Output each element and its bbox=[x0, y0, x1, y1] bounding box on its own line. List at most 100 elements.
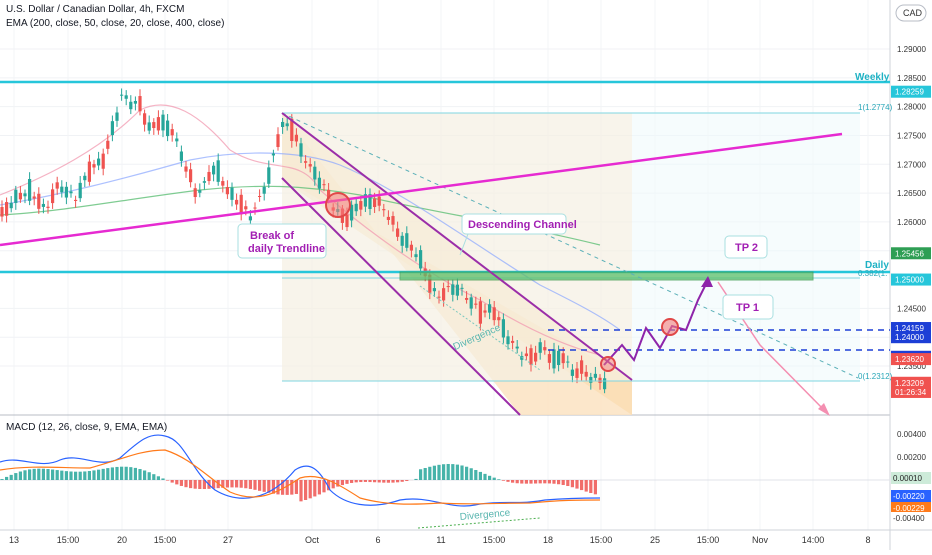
candle-body bbox=[171, 129, 174, 135]
candle-body bbox=[79, 183, 82, 198]
candle-body bbox=[203, 181, 206, 183]
candle-body bbox=[474, 304, 477, 305]
macd-bar bbox=[511, 480, 514, 483]
macd-bar bbox=[318, 480, 321, 494]
macd-bar bbox=[19, 472, 22, 480]
resistance-zone bbox=[400, 272, 813, 280]
candle-body bbox=[258, 196, 261, 197]
macd-bar bbox=[125, 467, 128, 480]
macd-bar bbox=[97, 470, 100, 480]
macd-bar bbox=[161, 478, 164, 480]
macd-value-badge-label: -0.00220 bbox=[893, 492, 925, 501]
ema-legend: EMA (200, close, 50, close, 20, close, 4… bbox=[6, 18, 224, 29]
macd-bar bbox=[313, 480, 316, 496]
time-tick-label: 15:00 bbox=[483, 535, 506, 545]
candle-body bbox=[557, 351, 560, 365]
macd-bar bbox=[240, 480, 243, 488]
candle-body bbox=[566, 362, 569, 363]
tp1-label: TP 1 bbox=[736, 302, 759, 314]
macd-bar bbox=[230, 480, 233, 487]
time-tick-label: 15:00 bbox=[154, 535, 177, 545]
candle-body bbox=[56, 182, 59, 188]
macd-bar bbox=[516, 480, 519, 483]
candle-body bbox=[286, 123, 289, 126]
candle-body bbox=[226, 187, 229, 194]
candle-body bbox=[0, 207, 3, 217]
candle-body bbox=[69, 192, 72, 194]
macd-bar bbox=[548, 480, 551, 483]
candle-body bbox=[414, 254, 417, 257]
macd-bar bbox=[424, 468, 427, 480]
candle-body bbox=[313, 167, 316, 180]
candle-body bbox=[244, 206, 247, 209]
candle-body bbox=[221, 181, 224, 186]
macd-bar bbox=[382, 480, 385, 483]
candle-body bbox=[511, 341, 514, 343]
price-tick-label: 1.28500 bbox=[897, 74, 926, 83]
price-tick-label: 1.24500 bbox=[897, 304, 926, 313]
macd-bar bbox=[157, 476, 160, 480]
candle-body bbox=[465, 298, 468, 300]
weekly-label: Weekly bbox=[855, 72, 890, 83]
candle-body bbox=[479, 301, 482, 323]
macd-bar bbox=[428, 467, 431, 480]
candle-body bbox=[92, 164, 95, 167]
macd-bar bbox=[10, 475, 13, 480]
macd-bar bbox=[493, 478, 496, 480]
macd-bar bbox=[433, 466, 436, 480]
macd-bar bbox=[299, 480, 302, 501]
candle-body bbox=[106, 141, 109, 149]
price-badge-label: 1.25456 bbox=[895, 249, 924, 258]
price-badge-label: 1.28259 bbox=[895, 88, 924, 97]
macd-bar bbox=[249, 480, 252, 489]
macd-bar bbox=[272, 480, 275, 494]
candle-body bbox=[580, 360, 583, 373]
break-circle[interactable] bbox=[326, 193, 350, 217]
candle-body bbox=[152, 122, 155, 128]
candle-body bbox=[10, 203, 13, 208]
macd-bar bbox=[143, 470, 146, 480]
macd-bar bbox=[373, 480, 376, 482]
macd-bar bbox=[37, 469, 40, 480]
time-tick-label: 13 bbox=[9, 535, 19, 545]
candle-body bbox=[276, 134, 279, 147]
candle-body bbox=[161, 115, 164, 131]
time-tick-label: 11 bbox=[436, 535, 445, 545]
candle-body bbox=[295, 135, 298, 142]
macd-bar bbox=[14, 473, 17, 480]
macd-bar bbox=[589, 480, 592, 493]
channel-label: Descending Channel bbox=[468, 219, 577, 231]
candle-body bbox=[548, 354, 551, 363]
candle-body bbox=[433, 288, 436, 291]
candle-body bbox=[23, 193, 26, 196]
macd-bar bbox=[529, 480, 532, 484]
candle-body bbox=[5, 202, 8, 216]
candle-body bbox=[529, 348, 532, 364]
candle-body bbox=[60, 187, 63, 193]
candle-body bbox=[516, 347, 519, 349]
target-circle[interactable] bbox=[662, 319, 678, 335]
macd-bar bbox=[23, 470, 26, 480]
time-tick-label: 14:00 bbox=[802, 535, 825, 545]
candle-body bbox=[249, 216, 252, 220]
candle-body bbox=[42, 204, 45, 207]
macd-bar bbox=[345, 480, 348, 484]
candle-body bbox=[419, 250, 422, 268]
macd-bar bbox=[56, 470, 59, 480]
candle-body bbox=[355, 204, 358, 211]
macd-bar bbox=[566, 480, 569, 486]
fib-top-label: 1(1.2774) bbox=[858, 103, 893, 112]
macd-bar bbox=[79, 472, 82, 480]
macd-bar bbox=[115, 467, 118, 480]
break-text-1: Break of bbox=[250, 230, 294, 242]
macd-value-badge-label: -0.00400 bbox=[893, 514, 925, 523]
candle-body bbox=[120, 95, 123, 96]
candle-body bbox=[552, 349, 555, 368]
time-tick-label: Nov bbox=[752, 535, 769, 545]
entry-circle[interactable] bbox=[601, 357, 615, 371]
time-tick-label: 8 bbox=[865, 535, 870, 545]
candle-body bbox=[88, 162, 91, 182]
macd-bar bbox=[483, 474, 486, 480]
